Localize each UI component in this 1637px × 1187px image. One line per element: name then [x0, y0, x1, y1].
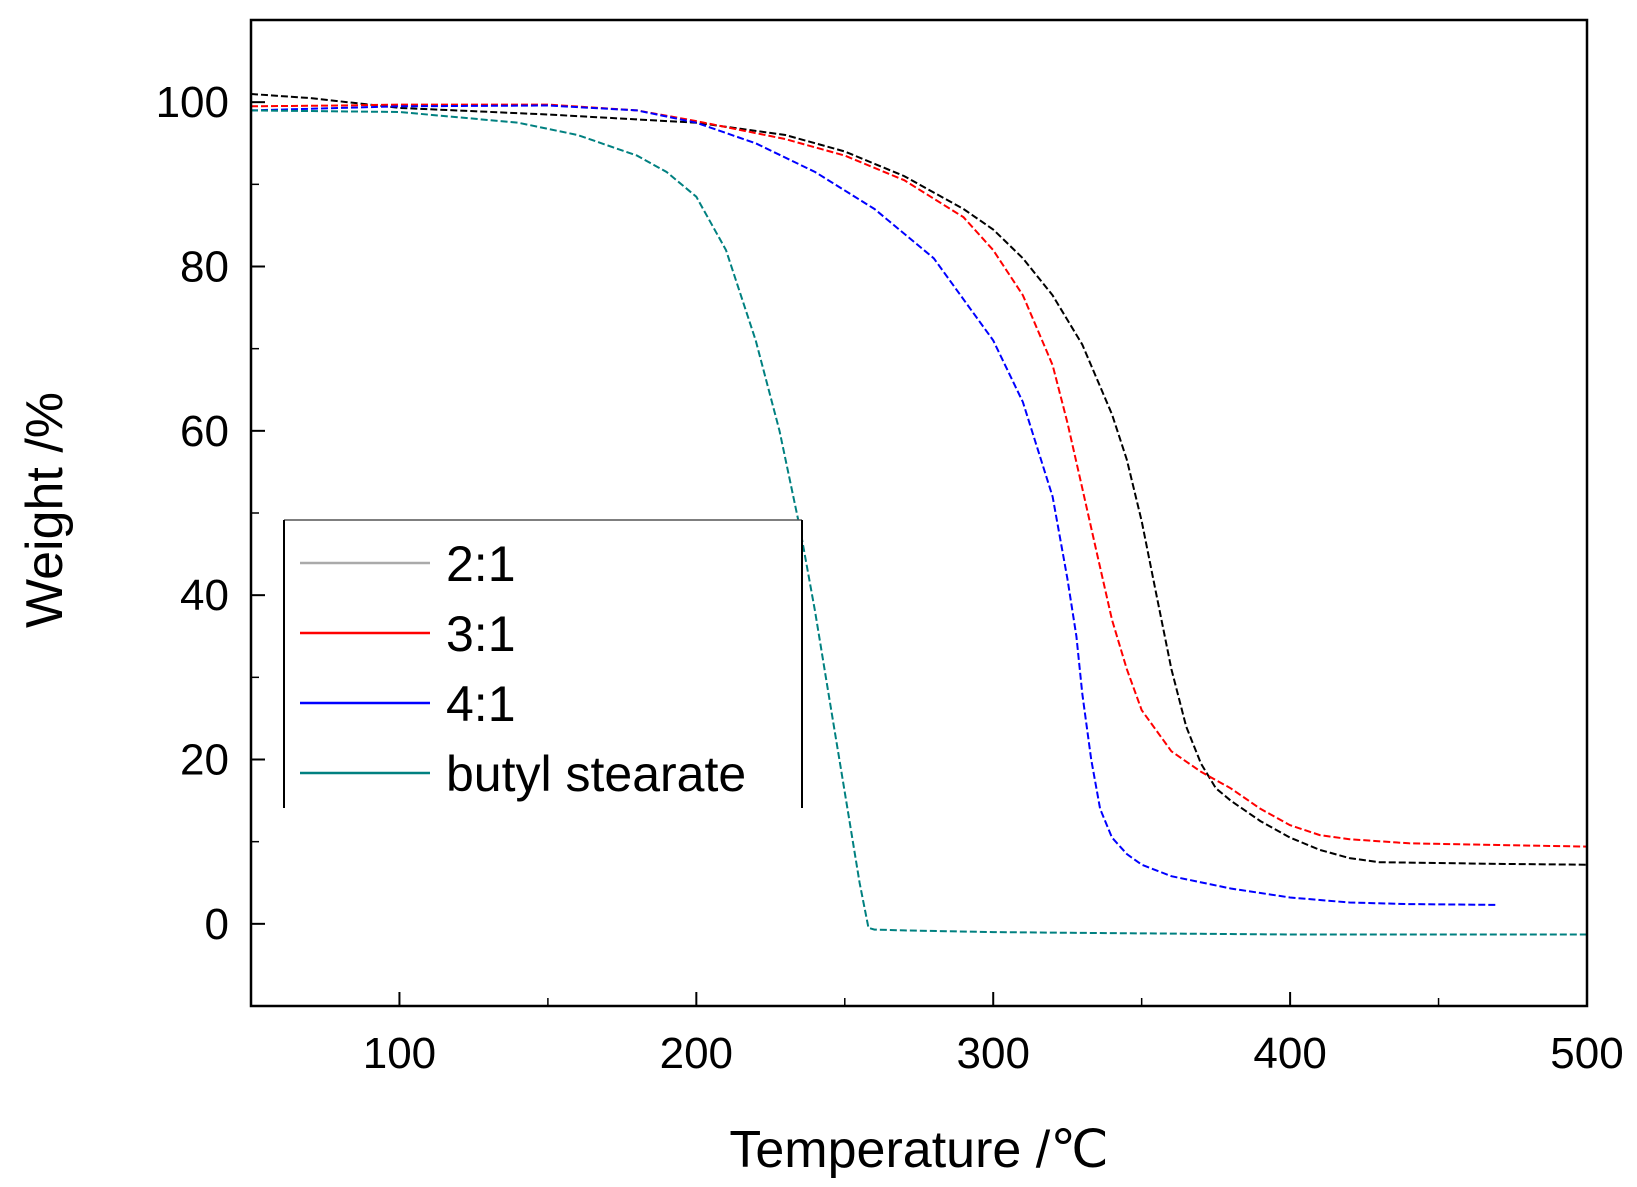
x-tick-label-400: 400 — [1253, 1029, 1326, 1078]
y-axis-title: Weight /% — [16, 392, 74, 628]
legend-label-3-1: 3:1 — [446, 606, 516, 662]
y-tick-label-60: 60 — [180, 407, 229, 456]
x-tick-label-100: 100 — [363, 1029, 436, 1078]
x-tick-label-500: 500 — [1550, 1029, 1623, 1078]
plot-area — [251, 93, 1587, 936]
legend: 2:1 3:1 4:1 butyl stearate — [283, 519, 803, 808]
axis-ticks: 100 200 300 400 500 0 20 40 60 80 100 — [156, 19, 1624, 1078]
y-tick-label-80: 80 — [180, 243, 229, 292]
legend-label-2-1: 2:1 — [446, 536, 516, 592]
series-line-3-1 — [251, 103, 1587, 848]
y-tick-label-0: 0 — [205, 900, 229, 949]
legend-label-butyl-stearate: butyl stearate — [446, 746, 746, 802]
series-line-butyl-stearate — [251, 109, 1587, 936]
legend-label-4-1: 4:1 — [446, 676, 516, 732]
y-tick-label-20: 20 — [180, 736, 229, 785]
y-tick-label-40: 40 — [180, 571, 229, 620]
series-line-2-1 — [251, 93, 1587, 866]
x-axis-title: Temperature /℃ — [729, 1121, 1108, 1179]
x-tick-label-200: 200 — [660, 1029, 733, 1078]
legend-background — [284, 520, 802, 808]
x-tick-label-300: 300 — [957, 1029, 1030, 1078]
y-tick-label-100: 100 — [156, 78, 229, 127]
series-line-4-1 — [251, 104, 1498, 906]
